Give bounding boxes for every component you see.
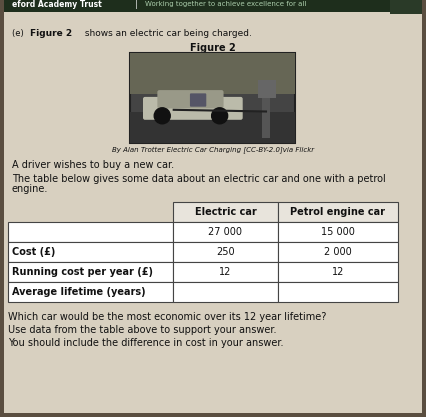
Bar [173,282,278,302]
Bar [8,222,173,242]
Text: 12: 12 [332,267,344,277]
Bar [8,242,173,262]
Text: 2 000: 2 000 [324,247,352,257]
FancyBboxPatch shape [4,4,422,413]
Bar [278,202,398,222]
Text: |: | [135,0,138,8]
FancyBboxPatch shape [130,111,295,143]
Text: 15 000: 15 000 [321,227,355,237]
Text: engine.: engine. [12,184,49,194]
Text: Figure 2: Figure 2 [30,29,72,38]
Circle shape [212,108,227,124]
Bar [173,262,278,282]
Text: Average lifetime (years): Average lifetime (years) [12,287,146,297]
Bar [173,222,278,242]
Circle shape [154,108,170,124]
Bar [8,262,173,282]
Bar [173,242,278,262]
Bar [173,202,278,222]
Text: By Alan Trotter Electric Car Charging [CC-BY-2.0]via Flickr: By Alan Trotter Electric Car Charging [C… [112,146,314,153]
FancyBboxPatch shape [143,97,243,120]
FancyBboxPatch shape [262,80,270,138]
Text: (e): (e) [12,29,34,38]
FancyBboxPatch shape [390,0,422,14]
Text: Petrol engine car: Petrol engine car [291,207,386,217]
Text: 250: 250 [216,247,235,257]
Text: Use data from the table above to support your answer.: Use data from the table above to support… [8,325,276,335]
Text: You should include the difference in cost in your answer.: You should include the difference in cos… [8,338,283,348]
Bar [8,282,173,302]
Text: Working together to achieve excellence for all: Working together to achieve excellence f… [145,1,306,7]
Text: A driver wishes to buy a new car.: A driver wishes to buy a new car. [12,160,174,170]
Text: Cost (£): Cost (£) [12,247,55,257]
Bar [278,282,398,302]
Bar [278,222,398,242]
Text: Figure 2: Figure 2 [190,43,236,53]
FancyBboxPatch shape [130,53,295,143]
FancyBboxPatch shape [4,0,422,12]
Text: Which car would be the most economic over its 12 year lifetime?: Which car would be the most economic ove… [8,312,326,322]
Text: 27 000: 27 000 [208,227,242,237]
Text: eford Academy Trust: eford Academy Trust [12,0,102,8]
Bar [278,242,398,262]
FancyBboxPatch shape [130,53,295,93]
FancyBboxPatch shape [157,90,224,108]
Text: 12: 12 [219,267,232,277]
Text: Running cost per year (£): Running cost per year (£) [12,267,153,277]
FancyBboxPatch shape [258,80,276,98]
FancyBboxPatch shape [190,93,206,107]
Bar [278,262,398,282]
Text: shows an electric car being charged.: shows an electric car being charged. [82,29,252,38]
Text: The table below gives some data about an electric car and one with a petrol: The table below gives some data about an… [12,174,386,184]
Text: Electric car: Electric car [195,207,256,217]
